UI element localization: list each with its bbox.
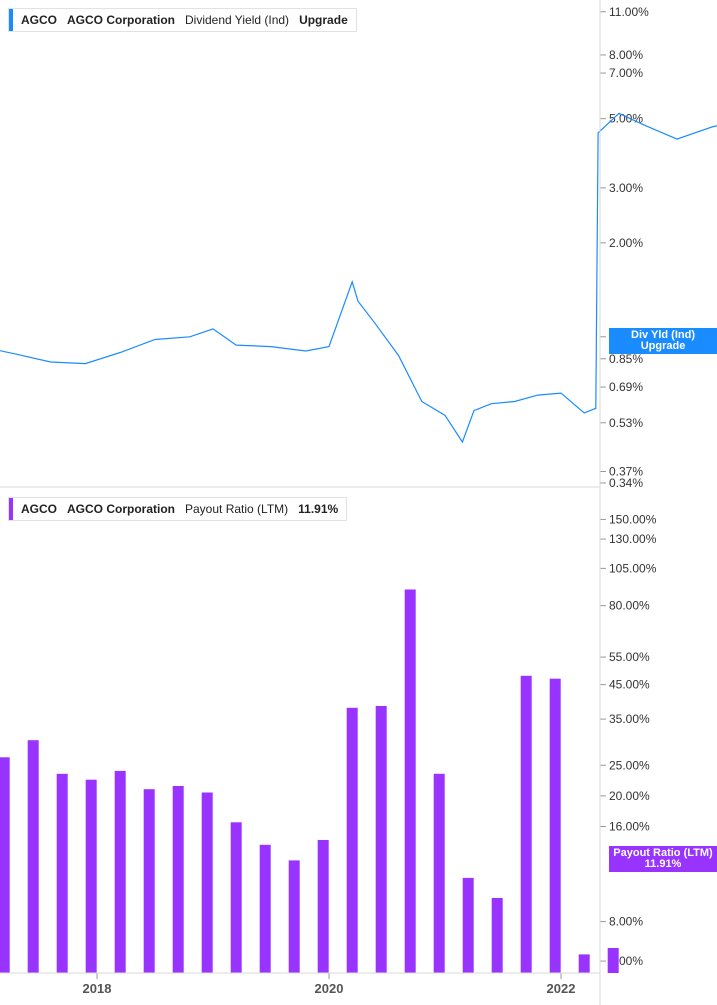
legend-ticker: AGCO (21, 502, 57, 516)
legend-value[interactable]: Upgrade (299, 13, 348, 27)
payout-bar (56, 773, 68, 973)
x-tick-label: 2020 (315, 981, 344, 996)
flag-line2: Upgrade (640, 340, 686, 352)
payout-bar (114, 770, 126, 973)
legend-value: 11.91% (298, 502, 339, 516)
y-tick-label: 130.00% (609, 532, 657, 546)
y-tick-label: 8.00% (609, 915, 643, 929)
y-tick-label: 80.00% (609, 599, 650, 613)
payout-bar (259, 844, 271, 973)
payout-bar (433, 773, 445, 973)
payout-bar (85, 779, 97, 973)
payout-ratio-flag: Payout Ratio (LTM) 11.91% (609, 846, 717, 872)
legend-company: AGCO Corporation (67, 502, 175, 516)
dividend-yield-flag: Div Yld (Ind) Upgrade (609, 328, 717, 354)
payout-bar (520, 675, 532, 973)
payout-bar (230, 822, 242, 973)
flag-line1: Payout Ratio (LTM) (613, 847, 713, 859)
x-tick-label: 2018 (83, 981, 112, 996)
y-tick-label: 45.00% (609, 678, 650, 692)
payout-bar (375, 706, 387, 973)
payout-bar (404, 589, 416, 973)
y-tick-label: 0.37% (609, 464, 643, 478)
legend-metric: Payout Ratio (LTM) (185, 502, 289, 516)
legend-ticker: AGCO (21, 13, 57, 27)
dividend-yield-line (0, 112, 717, 444)
payout-bar (0, 757, 10, 973)
y-tick-label: 2.00% (609, 236, 643, 250)
payout-bar (549, 678, 561, 973)
payout-bar (288, 860, 300, 973)
payout-bar (201, 792, 213, 973)
y-tick-label: 3.00% (609, 181, 643, 195)
dividend-yield-legend[interactable]: AGCO AGCO Corporation Dividend Yield (In… (8, 8, 357, 32)
flag-line2: 11.91% (644, 858, 682, 870)
y-tick-label: 8.00% (609, 48, 643, 62)
flag-line1: Div Yld (Ind) (631, 329, 695, 341)
y-tick-label: 25.00% (609, 758, 650, 772)
y-tick-label: 7.00% (609, 66, 643, 80)
payout-bar (462, 877, 474, 973)
legend-company: AGCO Corporation (67, 13, 175, 27)
y-tick-label: 105.00% (609, 561, 657, 575)
legend-metric: Dividend Yield (Ind) (185, 13, 290, 27)
y-tick-label: 35.00% (609, 712, 650, 726)
payout-bar (607, 948, 619, 973)
y-tick-label: 16.00% (609, 819, 650, 833)
y-tick-label: 0.69% (609, 380, 643, 394)
dividend-yield-panel: 11.00%8.00%7.00%5.00%3.00%2.00%1.00%0.85… (0, 5, 717, 490)
x-tick-label: 2022 (547, 981, 576, 996)
payout-bar (491, 898, 503, 973)
y-tick-label: 150.00% (609, 512, 657, 526)
y-tick-label: 20.00% (609, 789, 650, 803)
y-tick-label: 11.00% (609, 5, 649, 19)
payout-bar (172, 786, 184, 973)
y-tick-label: 0.53% (609, 416, 643, 430)
payout-ratio-panel: 150.00% 130.00% 105.00% 80.00% 55.00% 45.00% 3… (0, 512, 657, 996)
y-tick-label: 0.85% (609, 352, 643, 366)
payout-bar (346, 707, 358, 973)
legend-swatch (9, 9, 13, 31)
y-tick-label: 55.00% (609, 650, 650, 664)
payout-ratio-legend[interactable]: AGCO AGCO Corporation Payout Ratio (LTM)… (8, 497, 348, 521)
payout-bar (317, 840, 329, 973)
legend-swatch (9, 498, 13, 520)
payout-bar (143, 789, 155, 973)
y-tick-label: 0.34% (609, 476, 643, 490)
payout-bar (578, 954, 590, 973)
payout-bar (27, 740, 39, 973)
